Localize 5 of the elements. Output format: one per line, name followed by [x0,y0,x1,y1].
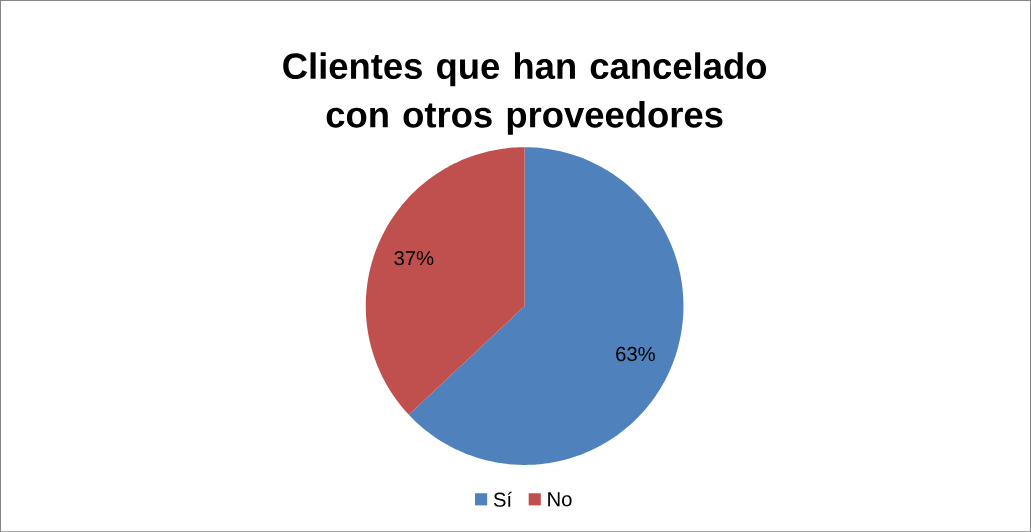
legend-label: No [548,492,572,507]
data-label: 37% [394,250,434,266]
legend-label: Sí [493,491,512,507]
chart-title: Clientes que han cancelado con otros proveedores [283,52,767,135]
data-label: 63% [616,346,655,362]
